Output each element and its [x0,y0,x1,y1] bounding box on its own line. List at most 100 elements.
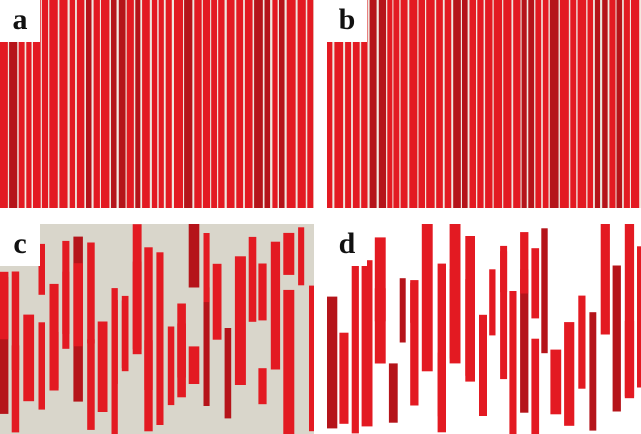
panel-c-stripe [188,224,200,288]
panel-b-gap [534,0,536,208]
panel-c-stripe [144,340,153,432]
panel-c-stripe [167,326,175,406]
panel-c-stripe [309,285,314,382]
panel-b-gap [568,0,571,208]
panel-d-stripe [637,246,641,388]
panel-a-stripe [76,0,85,208]
panel-b-stripe [542,0,549,208]
panel-c-stripe [156,252,164,425]
panel-b-gap [593,0,595,208]
panel-d-stripe [541,228,548,354]
panel-c-stripe [111,300,118,384]
panel-b-stripe [409,0,418,208]
panel-d-stripe [624,224,635,399]
panel-a-stripe [165,0,172,208]
panel-b-stripe [616,0,623,208]
panel-a-gap [284,0,287,208]
panel-b-gap [520,0,522,208]
panel-b-gap [367,0,370,208]
panel-a-stripe [41,0,49,208]
panel-a-gap [24,0,27,208]
panel-b-gap [386,0,388,208]
panel-a-gap [75,0,77,208]
panel-c-stripe [87,242,95,344]
panel-a-stripe [33,0,41,208]
panel-a-gap [91,0,94,208]
panel-d-stripe [374,237,386,322]
panel-a-stripe [307,0,314,208]
panel-a-stripe [86,0,92,208]
panel-b-gap [332,0,335,208]
panel-c-stripe [224,328,232,419]
panel-b-stripe [535,0,542,208]
panel-b-label: b [327,0,367,42]
panel-a-stripe [49,0,58,208]
panel-b-stripe [327,0,333,208]
panel-c-stripe [97,321,108,412]
panel-b-gap [576,0,578,208]
panel-a-stripe [244,0,253,208]
panel-a-gap [210,0,212,208]
panel-b-gap [511,0,514,208]
panel-c-stripe [73,263,83,347]
panel-c-stripe [62,271,70,334]
panel-c-stripes [0,224,314,434]
panel-b-gap [502,0,504,208]
panel-a-stripe [184,0,193,208]
panel-d-stripe [531,248,540,319]
panel-b-stripe [436,0,443,208]
panel-d-stripe [339,332,349,424]
panel-b-stripe [503,0,512,208]
panel-b-stripe [426,0,435,208]
panel-a-stripe [158,0,164,208]
panel-a-stripe [211,0,218,208]
panel-a-gap [109,0,112,208]
panel-b-stripe [602,0,608,208]
panel-d-stripe [500,251,508,380]
panel-b-stripe [485,0,493,208]
panel-a-stripe [0,0,8,208]
panel-d-stripe [410,282,419,406]
panel-c-stripe [212,263,222,340]
panel-b-gap [622,0,624,208]
panel-b-stripe [631,0,640,208]
panel-b-stripe [549,0,559,208]
panel-c-stripe [121,300,129,369]
panel-d-stripe [449,269,461,359]
panel-a-stripe [59,0,68,208]
panel-c-stripe [0,271,9,340]
panel-c-stripe [258,368,267,405]
panel-c-stripe [188,346,200,384]
panel-d-stripe [410,280,419,323]
panel-a-stripe [101,0,110,208]
panel-b-gap [615,0,617,208]
panel-b-gap [460,0,462,208]
panel-a-gap [48,0,50,208]
panel-d-stripe [489,269,496,336]
panel-b-stripe [418,0,425,208]
panel-b-gap [526,0,529,208]
panel-a-stripe [174,0,183,208]
panel-a-stripes [0,0,314,208]
panel-b-gap [425,0,427,208]
panel-c-stripe [0,277,9,414]
panel-d-stripe [520,232,529,294]
panel-c-image: c [0,224,314,434]
panel-a-stripe [69,0,76,208]
panel-a-gap [305,0,308,208]
panel-d-stripe [399,278,406,343]
panel-a-label: a [0,0,40,42]
panel-d-stripe [351,256,359,434]
panel-c-stripe [38,322,45,410]
panel-a-gap [57,0,60,208]
panel-a-stripe [118,0,126,208]
panel-a-gap [125,0,127,208]
panel-d-label: d [327,224,367,266]
panel-b-gap [407,0,410,208]
panel-a-gap [163,0,166,208]
panel-b-stripe [369,0,377,208]
panel-b-gap [467,0,470,208]
panel-b-gap [434,0,437,208]
panel-a-gap [149,0,152,208]
panel-b-stripe [393,0,400,208]
